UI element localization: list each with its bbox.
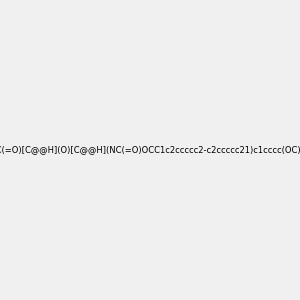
Text: OC(=O)[C@@H](O)[C@@H](NC(=O)OCC1c2ccccc2-c2ccccc21)c1cccc(OC)c1: OC(=O)[C@@H](O)[C@@H](NC(=O)OCC1c2ccccc2… <box>0 146 300 154</box>
